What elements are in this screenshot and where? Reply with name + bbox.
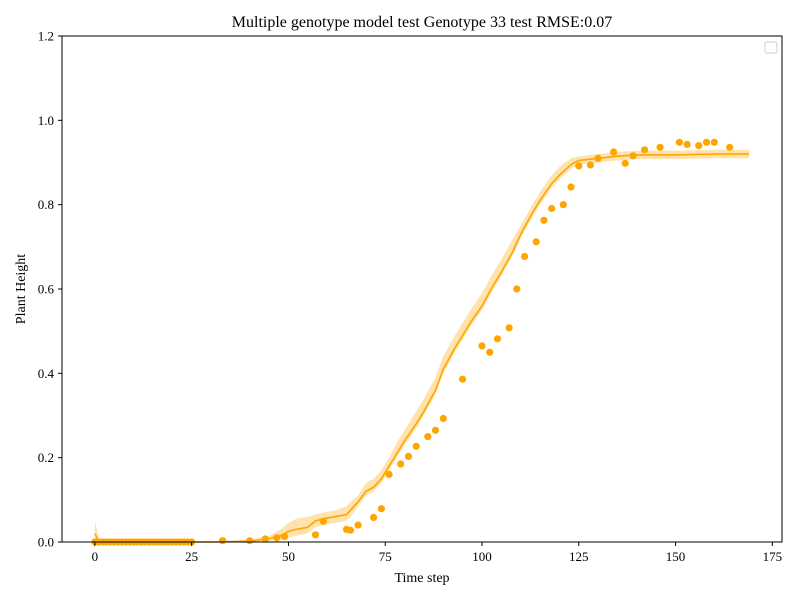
x-axis-title: Time step bbox=[394, 571, 449, 586]
data-point bbox=[505, 324, 513, 332]
data-point bbox=[695, 142, 703, 150]
y-tick-label: 0.2 bbox=[38, 450, 54, 465]
y-axis-ticks: 0.0 0.2 0.4 0.6 0.8 1.0 1.2 bbox=[38, 29, 62, 550]
data-point bbox=[459, 375, 467, 383]
data-point bbox=[540, 216, 548, 224]
data-point bbox=[586, 161, 595, 169]
data-point bbox=[281, 532, 289, 541]
data-point bbox=[486, 348, 494, 356]
data-point bbox=[629, 152, 637, 160]
data-point bbox=[346, 526, 354, 534]
x-tick-label: 175 bbox=[763, 549, 783, 564]
data-point bbox=[656, 143, 664, 151]
data-point bbox=[385, 470, 393, 479]
y-tick-label: 0.8 bbox=[38, 197, 54, 212]
data-point bbox=[726, 143, 734, 151]
y-axis-title: Plant Height bbox=[14, 254, 29, 324]
data-point bbox=[621, 159, 629, 167]
chart-title: Multiple genotype model test Genotype 33… bbox=[232, 14, 612, 31]
data-point bbox=[493, 335, 502, 343]
data-point bbox=[424, 433, 432, 441]
y-tick-label: 1.2 bbox=[38, 29, 54, 44]
data-point bbox=[513, 285, 521, 293]
data-point bbox=[377, 505, 385, 513]
y-tick-label: 1.0 bbox=[38, 113, 54, 128]
data-point bbox=[521, 252, 529, 261]
data-point bbox=[354, 521, 362, 529]
x-tick-label: 0 bbox=[92, 549, 99, 564]
data-point bbox=[404, 452, 413, 460]
x-tick-label: 50 bbox=[282, 549, 295, 564]
data-point bbox=[675, 138, 684, 146]
data-point bbox=[610, 148, 618, 156]
data-point bbox=[311, 531, 320, 539]
data-point bbox=[594, 154, 602, 162]
legend-box bbox=[764, 41, 778, 54]
data-point bbox=[397, 460, 405, 468]
y-tick-label: 0.0 bbox=[38, 535, 54, 550]
data-point bbox=[219, 537, 227, 545]
x-tick-label: 100 bbox=[472, 549, 492, 564]
data-point bbox=[548, 204, 556, 213]
y-tick-label: 0.6 bbox=[38, 282, 55, 297]
data-point bbox=[412, 442, 420, 450]
data-point bbox=[319, 517, 327, 525]
data-point bbox=[567, 183, 575, 191]
x-tick-label: 125 bbox=[569, 549, 589, 564]
data-point bbox=[273, 534, 281, 542]
data-point bbox=[439, 414, 447, 423]
y-tick-label: 0.4 bbox=[38, 366, 55, 381]
data-point bbox=[261, 535, 269, 543]
data-point bbox=[575, 162, 583, 170]
data-point bbox=[370, 513, 378, 522]
data-point bbox=[641, 146, 649, 154]
x-axis-ticks: 0 25 50 75 100 125 150 175 bbox=[92, 542, 782, 564]
data-point bbox=[246, 537, 254, 545]
data-point bbox=[710, 138, 718, 146]
data-point bbox=[683, 140, 691, 148]
data-point bbox=[532, 238, 540, 246]
x-tick-label: 150 bbox=[666, 549, 686, 564]
x-tick-label: 75 bbox=[379, 549, 392, 564]
data-point bbox=[559, 201, 567, 209]
data-point bbox=[431, 426, 440, 434]
x-tick-label: 25 bbox=[185, 549, 198, 564]
data-point bbox=[478, 342, 486, 350]
data-point bbox=[702, 138, 711, 146]
